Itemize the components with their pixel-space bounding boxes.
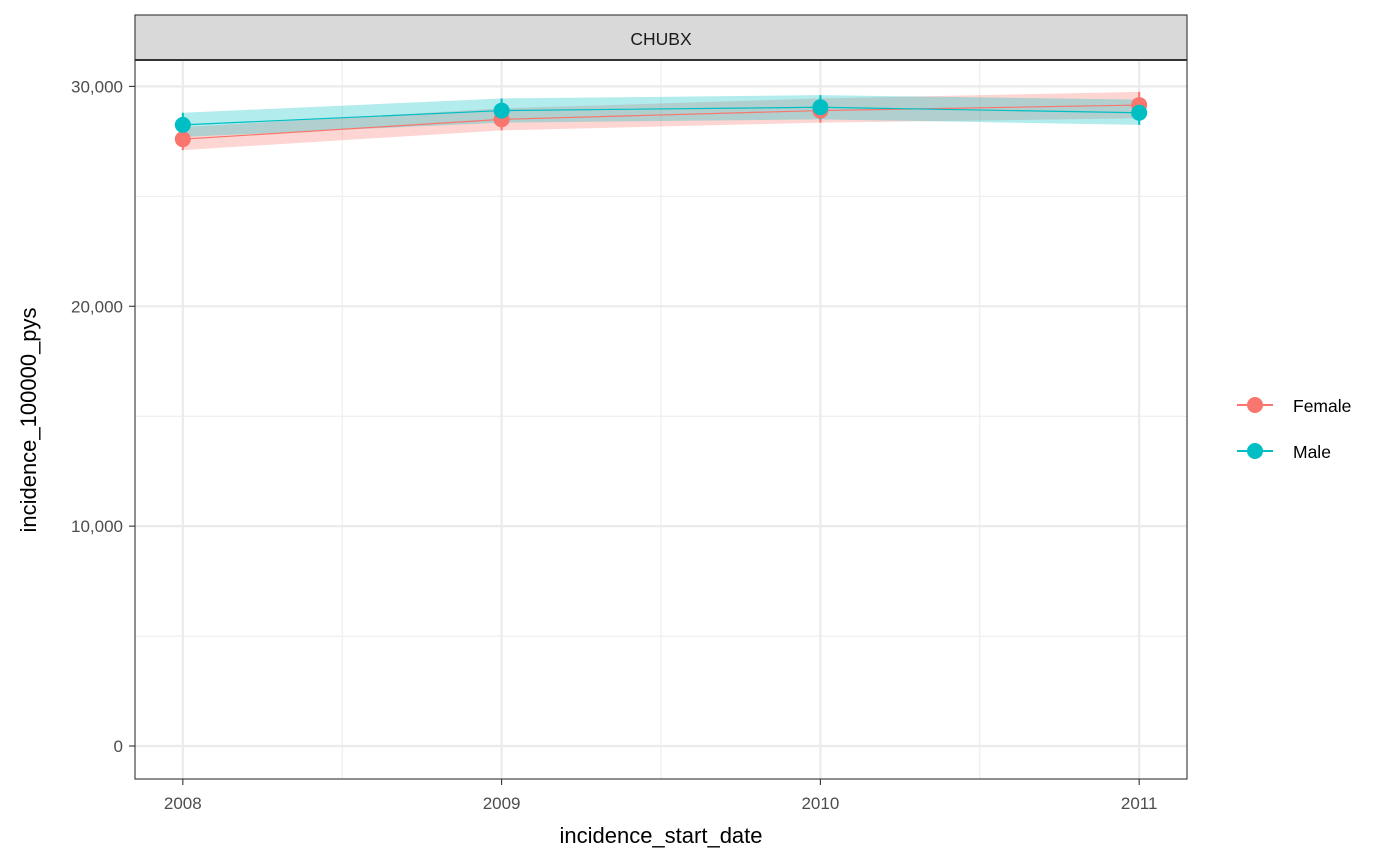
x-axis-title: incidence_start_date: [559, 823, 762, 848]
major-gridlines: [135, 60, 1187, 779]
x-tick-label: 2009: [483, 794, 521, 813]
y-tick-label: 30,000: [71, 77, 123, 96]
point-male: [174, 116, 191, 133]
x-tick-label: 2008: [164, 794, 202, 813]
legend-label-male: Male: [1293, 442, 1331, 462]
point-male: [812, 99, 829, 116]
facet-strip-label: CHUBX: [630, 29, 692, 49]
facet-strip: [134, 14, 1188, 61]
y-axis: 0 10,000 20,000 30,000: [71, 77, 135, 756]
y-axis-title: incidence_100000_pys: [16, 307, 41, 532]
x-axis: 2008 2009 2010 2011: [164, 779, 1158, 813]
confidence-ribbons: [182, 91, 1140, 151]
y-tick-label: 20,000: [71, 297, 123, 316]
point-female: [174, 131, 191, 148]
legend-key-point-female: [1247, 397, 1263, 413]
ribbon-female: [182, 91, 1140, 151]
y-tick-label: 0: [114, 737, 123, 756]
x-tick-label: 2010: [801, 794, 839, 813]
legend-key-point-male: [1247, 443, 1263, 459]
series-points: [174, 97, 1148, 148]
series-lines: [182, 104, 1140, 140]
point-male: [1131, 104, 1148, 121]
legend-label-female: Female: [1293, 396, 1351, 416]
point-male: [493, 102, 510, 119]
line-male: [182, 106, 1140, 126]
ribbon-male: [182, 95, 1140, 137]
line-female: [182, 104, 1140, 140]
y-tick-label: 10,000: [71, 517, 123, 536]
minor-gridlines: [135, 60, 1187, 779]
legend: Female Male: [1237, 396, 1351, 462]
x-tick-label: 2011: [1121, 794, 1158, 813]
